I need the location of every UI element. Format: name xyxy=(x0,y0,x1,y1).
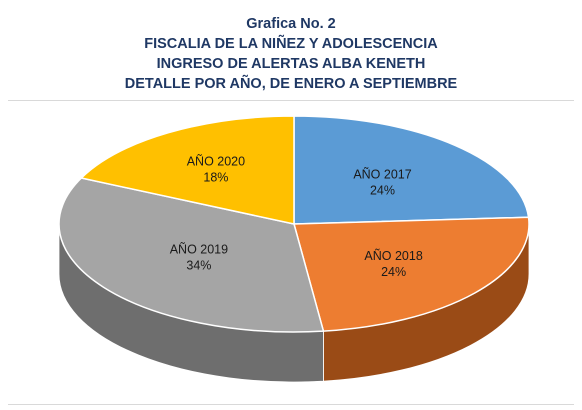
slice-category-label-2018: AÑO 2018 xyxy=(364,249,422,263)
pie-labels: AÑO 2017 24% AÑO 2018 24% AÑO 2019 34% AÑO 202… xyxy=(170,155,423,279)
pie-slices xyxy=(58,115,530,333)
chart-title-line-4: DETALLE POR AÑO, DE ENERO A SEPTIEMBRE xyxy=(124,76,458,92)
slice-2017 xyxy=(293,115,530,225)
slice-2018 xyxy=(293,216,530,332)
slice-2020 xyxy=(80,115,295,225)
slice-value-label-2017: 24% xyxy=(370,184,395,198)
slice-value-label-2018: 24% xyxy=(381,265,406,279)
chart-title: Grafica No. 2 FISCALIA DE LA NIÑEZ Y ADO… xyxy=(0,14,582,94)
title-divider xyxy=(8,100,574,101)
slice-category-label-2019: AÑO 2019 xyxy=(170,243,228,257)
slice-value-label-2019: 34% xyxy=(186,259,211,273)
slice-value-label-2020: 18% xyxy=(203,171,228,185)
chart-title-line-3: INGRESO DE ALERTAS ALBA KENETH xyxy=(156,56,426,72)
chart-title-line-1: Grafica No. 2 xyxy=(246,16,336,32)
bottom-divider xyxy=(8,404,574,405)
slice-category-label-2017: AÑO 2017 xyxy=(353,168,411,182)
chart-title-line-2: FISCALIA DE LA NIÑEZ Y ADOLESCENCIA xyxy=(144,36,438,52)
slice-category-label-2020: AÑO 2020 xyxy=(187,155,245,169)
